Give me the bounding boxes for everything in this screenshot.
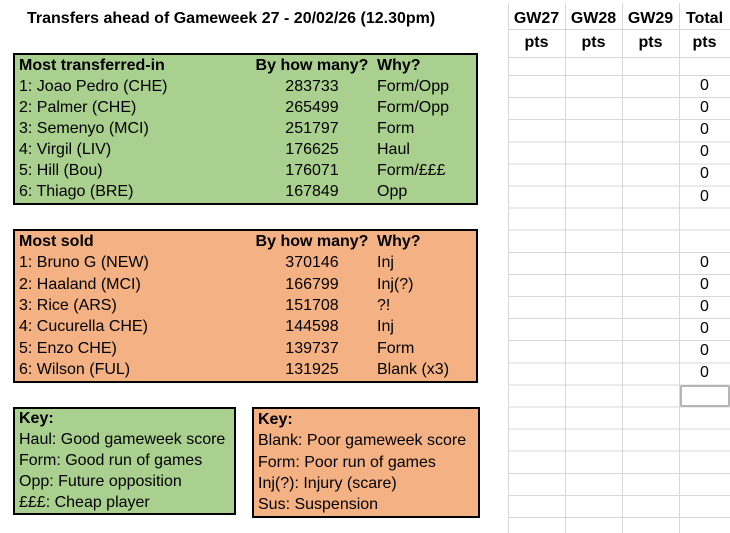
gridline <box>508 57 730 58</box>
header-most-sold[interactable]: Most sold <box>19 232 94 250</box>
table-row[interactable]: 5: Hill (Bou) 176071 Form/£££ <box>15 161 476 182</box>
count-cell[interactable]: 167849 <box>285 183 339 201</box>
key-line-form[interactable]: Form: Good run of games <box>19 451 203 469</box>
table-row[interactable]: 1: Bruno G (NEW) 370146 Inj <box>15 252 476 273</box>
player-cell[interactable]: 5: Hill (Bou) <box>19 162 103 180</box>
player-cell[interactable]: 2: Haaland (MCI) <box>19 275 141 293</box>
key-line-sus[interactable]: Sus: Suspension <box>258 496 379 514</box>
why-cell[interactable]: Form/Opp <box>377 98 450 116</box>
why-cell[interactable]: Form/£££ <box>377 162 446 180</box>
table-row[interactable]: 4: Cucurella CHE) 144598 Inj <box>15 317 476 338</box>
key-line-blank[interactable]: Blank: Poor gameweek score <box>258 432 467 450</box>
header-by-how-many[interactable]: By how many? <box>255 232 369 250</box>
key-line-inj[interactable]: Inj(?): Injury (scare) <box>258 474 397 492</box>
most-sold-table: Most sold By how many? Why? 1: Bruno G (… <box>13 229 478 383</box>
why-cell[interactable]: Inj(?) <box>377 275 414 293</box>
count-cell[interactable]: 139737 <box>285 339 339 357</box>
player-cell[interactable]: 6: Wilson (FUL) <box>19 361 131 379</box>
table-row[interactable]: 2: Haaland (MCI) 166799 Inj(?) <box>15 274 476 295</box>
table-row[interactable]: 1: Joao Pedro (CHE) 283733 Form/Opp <box>15 76 476 97</box>
col-header-gw27[interactable]: GW27 <box>513 10 560 27</box>
total-pts-cell[interactable]: 0 <box>700 99 709 116</box>
count-cell[interactable]: 176071 <box>285 162 339 180</box>
table-row[interactable]: 4: Virgil (LIV) 176625 Haul <box>15 140 476 161</box>
key-line-form[interactable]: Form: Poor run of games <box>258 453 436 471</box>
total-pts-cell[interactable]: 0 <box>700 342 709 359</box>
count-cell[interactable]: 283733 <box>285 77 339 95</box>
total-pts-cell[interactable]: 0 <box>700 320 709 337</box>
count-cell[interactable]: 144598 <box>285 318 339 336</box>
table-row[interactable]: 6: Wilson (FUL) 131925 Blank (x3) <box>15 360 476 381</box>
transferred-in-table: Most transferred-in By how many? Why? 1:… <box>13 53 478 205</box>
total-pts-cell[interactable]: 0 <box>700 298 709 315</box>
key-line-opp[interactable]: Opp: Future opposition <box>19 472 182 490</box>
player-cell[interactable]: 3: Rice (ARS) <box>19 296 117 314</box>
table-row[interactable]: 6: Thiago (BRE) 167849 Opp <box>15 182 476 203</box>
count-cell[interactable]: 131925 <box>285 361 339 379</box>
selected-cell[interactable] <box>680 385 730 407</box>
header-why[interactable]: Why? <box>377 56 421 74</box>
key-box-transferred-in: Key: Haul: Good gameweek score Form: Goo… <box>13 407 236 515</box>
table-row[interactable]: 5: Enzo CHE) 139737 Form <box>15 338 476 359</box>
most-sold-header-row: Most sold By how many? Why? <box>15 231 476 252</box>
total-pts-cell[interactable]: 0 <box>700 276 709 293</box>
key-title[interactable]: Key: <box>258 410 293 428</box>
count-cell[interactable]: 166799 <box>285 275 339 293</box>
why-cell[interactable]: Form <box>377 119 415 137</box>
pts-label-total[interactable]: pts <box>692 34 717 51</box>
total-pts-cell[interactable]: 0 <box>700 121 709 138</box>
count-cell[interactable]: 176625 <box>285 141 339 159</box>
key-line-cheap[interactable]: £££: Cheap player <box>19 493 150 511</box>
why-cell[interactable]: Opp <box>377 183 408 201</box>
pts-label-gw27[interactable]: pts <box>524 34 549 51</box>
player-cell[interactable]: 4: Cucurella CHE) <box>19 318 148 336</box>
transferred-in-header-row: Most transferred-in By how many? Why? <box>15 55 476 76</box>
why-cell[interactable]: ?! <box>377 296 391 314</box>
why-cell[interactable]: Haul <box>377 141 410 159</box>
sheet-title[interactable]: Transfers ahead of Gameweek 27 - 20/02/2… <box>27 10 436 27</box>
pts-label-gw29[interactable]: pts <box>638 34 663 51</box>
pts-label-gw28[interactable]: pts <box>581 34 606 51</box>
total-pts-cell[interactable]: 0 <box>700 143 709 160</box>
key-line-haul[interactable]: Haul: Good gameweek score <box>19 431 226 449</box>
col-header-gw29[interactable]: GW29 <box>627 10 674 27</box>
player-cell[interactable]: 5: Enzo CHE) <box>19 339 117 357</box>
total-pts-cell[interactable]: 0 <box>700 165 709 182</box>
total-pts-cell[interactable]: 0 <box>700 77 709 94</box>
table-row[interactable]: 3: Semenyo (MCI) 251797 Form <box>15 118 476 139</box>
gridlines <box>508 75 730 533</box>
total-pts-cell[interactable]: 0 <box>700 364 709 381</box>
player-cell[interactable]: 4: Virgil (LIV) <box>19 141 112 159</box>
player-cell[interactable]: 1: Bruno G (NEW) <box>19 254 149 272</box>
count-cell[interactable]: 251797 <box>285 119 339 137</box>
total-pts-cell[interactable]: 0 <box>700 188 709 205</box>
header-why[interactable]: Why? <box>377 232 421 250</box>
count-cell[interactable]: 151708 <box>285 296 339 314</box>
player-cell[interactable]: 1: Joao Pedro (CHE) <box>19 77 168 95</box>
player-cell[interactable]: 6: Thiago (BRE) <box>19 183 134 201</box>
table-row[interactable]: 3: Rice (ARS) 151708 ?! <box>15 295 476 316</box>
why-cell[interactable]: Form/Opp <box>377 77 450 95</box>
why-cell[interactable]: Form <box>377 339 415 357</box>
why-cell[interactable]: Inj <box>377 254 394 272</box>
count-cell[interactable]: 370146 <box>285 254 339 272</box>
player-cell[interactable]: 3: Semenyo (MCI) <box>19 119 149 137</box>
count-cell[interactable]: 265499 <box>285 98 339 116</box>
header-most-transferred-in[interactable]: Most transferred-in <box>19 56 165 74</box>
key-box-most-sold: Key: Blank: Poor gameweek score Form: Po… <box>252 407 480 518</box>
header-by-how-many[interactable]: By how many? <box>255 56 369 74</box>
gridline <box>508 29 730 30</box>
why-cell[interactable]: Inj <box>377 318 394 336</box>
why-cell[interactable]: Blank (x3) <box>377 361 450 379</box>
table-row[interactable]: 2: Palmer (CHE) 265499 Form/Opp <box>15 97 476 118</box>
col-header-total[interactable]: Total <box>685 10 724 27</box>
key-title[interactable]: Key: <box>19 410 54 428</box>
col-header-gw28[interactable]: GW28 <box>570 10 617 27</box>
total-pts-cell[interactable]: 0 <box>700 254 709 271</box>
player-cell[interactable]: 2: Palmer (CHE) <box>19 98 137 116</box>
